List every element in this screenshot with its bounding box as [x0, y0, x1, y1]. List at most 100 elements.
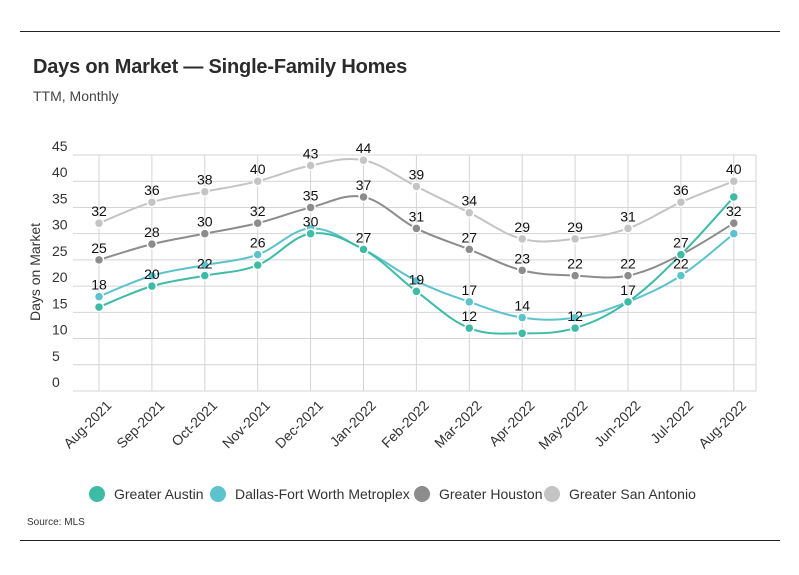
- data-point: [199, 186, 211, 197]
- y-tick-label: 35: [52, 190, 68, 206]
- legend-item: Greater San Antonio: [544, 486, 696, 502]
- legend-swatch: [414, 486, 430, 502]
- chart-title: Days on Market — Single-Family Homes: [33, 56, 408, 78]
- y-tick-label: 20: [52, 269, 68, 285]
- data-label: 29: [567, 219, 583, 235]
- data-label: 27: [673, 235, 689, 251]
- data-point: [411, 286, 422, 297]
- x-tick-label: Mar-2022: [431, 397, 485, 451]
- x-tick-label: May-2022: [535, 397, 590, 452]
- data-label: 18: [91, 277, 107, 293]
- data-label: 29: [514, 219, 530, 235]
- y-tick-label: 0: [52, 374, 60, 390]
- data-point: [93, 291, 105, 302]
- data-label: 38: [197, 172, 213, 188]
- top-rule: [20, 31, 780, 32]
- data-point: [464, 244, 475, 255]
- data-label: 39: [409, 166, 425, 182]
- data-label: 14: [514, 298, 530, 314]
- data-label: 17: [620, 282, 636, 298]
- grid-lines: [73, 154, 757, 392]
- data-point: [569, 233, 581, 245]
- data-point: [728, 175, 740, 187]
- data-label: 20: [144, 266, 160, 282]
- data-point: [516, 328, 528, 339]
- y-axis-ticks: 0 5 10 15 20 25 30 35 40 45: [52, 138, 68, 390]
- data-label: 26: [250, 235, 266, 251]
- data-label: 35: [303, 187, 319, 203]
- data-label: 25: [91, 240, 107, 256]
- data-point: [516, 233, 528, 245]
- data-point: [675, 249, 687, 260]
- x-tick-label: Apr-2022: [486, 397, 538, 449]
- y-tick-label: 5: [52, 348, 60, 364]
- data-point: [305, 202, 316, 213]
- legend-swatch: [544, 486, 560, 502]
- legend: Greater Austin Dallas-Fort Worth Metrople…: [89, 486, 696, 502]
- data-point: [252, 249, 263, 260]
- data-label: 22: [620, 256, 636, 272]
- data-label: 31: [620, 208, 636, 224]
- legend-label: Greater Houston: [439, 486, 543, 502]
- legend-item: Greater Houston: [414, 486, 543, 502]
- data-point: [252, 175, 263, 187]
- y-axis-title: Days on Market: [27, 223, 43, 321]
- data-point: [146, 196, 158, 208]
- data-point: [199, 270, 211, 281]
- data-point: [305, 160, 316, 171]
- x-tick-label: Aug-2022: [695, 397, 749, 451]
- data-point: [622, 223, 634, 234]
- data-point: [93, 301, 105, 313]
- data-label: 17: [462, 282, 478, 298]
- x-tick-label: Jul-2022: [647, 397, 696, 446]
- data-label: 22: [567, 256, 583, 272]
- data-point: [569, 312, 581, 323]
- data-label: 23: [514, 250, 530, 266]
- data-point: [146, 280, 158, 292]
- data-point: [411, 223, 422, 234]
- data-point: [252, 259, 263, 271]
- data-point: [622, 270, 634, 281]
- data-label: 28: [144, 224, 160, 240]
- data-point: [675, 270, 687, 281]
- data-point: [146, 270, 158, 281]
- x-tick-label: Dec-2021: [272, 397, 326, 451]
- data-label: 32: [250, 203, 266, 219]
- data-label: 32: [726, 203, 742, 219]
- data-point: [728, 228, 740, 239]
- data-point: [93, 254, 105, 266]
- data-point: [622, 296, 634, 308]
- data-label: 37: [356, 177, 372, 193]
- data-label: 32: [91, 203, 107, 219]
- x-tick-label: Nov-2021: [219, 397, 273, 451]
- data-labels: 18 25 32 20 28 36 22 30 38 26 32 40 30 35 43 27 37 44 19 31…: [91, 140, 742, 324]
- data-point: [305, 228, 316, 239]
- data-point: [411, 181, 422, 192]
- data-label: 22: [197, 256, 213, 272]
- bottom-rule: [20, 540, 780, 541]
- y-tick-label: 10: [52, 322, 68, 338]
- data-label: 27: [356, 229, 372, 245]
- data-label: 40: [726, 161, 742, 177]
- data-label: 19: [409, 271, 425, 287]
- legend-swatch: [210, 486, 226, 502]
- data-point: [199, 228, 211, 239]
- x-tick-label: Feb-2022: [378, 397, 432, 451]
- y-tick-label: 40: [52, 164, 68, 180]
- data-label: 30: [303, 214, 319, 230]
- data-label: 30: [197, 214, 213, 230]
- data-point: [358, 154, 369, 166]
- data-point: [464, 207, 475, 218]
- legend-label: Greater Austin: [114, 486, 204, 502]
- y-tick-label: 30: [52, 217, 68, 233]
- data-point: [411, 275, 422, 287]
- x-tick-label: Oct-2021: [168, 397, 220, 449]
- legend-item: Dallas-Fort Worth Metroplex: [210, 486, 410, 502]
- chart-subtitle: TTM, Monthly: [33, 88, 119, 104]
- y-tick-label: 25: [52, 243, 68, 259]
- x-tick-label: Aug-2021: [60, 397, 114, 451]
- data-label: 36: [673, 182, 689, 198]
- data-label: 34: [462, 193, 478, 209]
- legend-item: Greater Austin: [89, 486, 204, 502]
